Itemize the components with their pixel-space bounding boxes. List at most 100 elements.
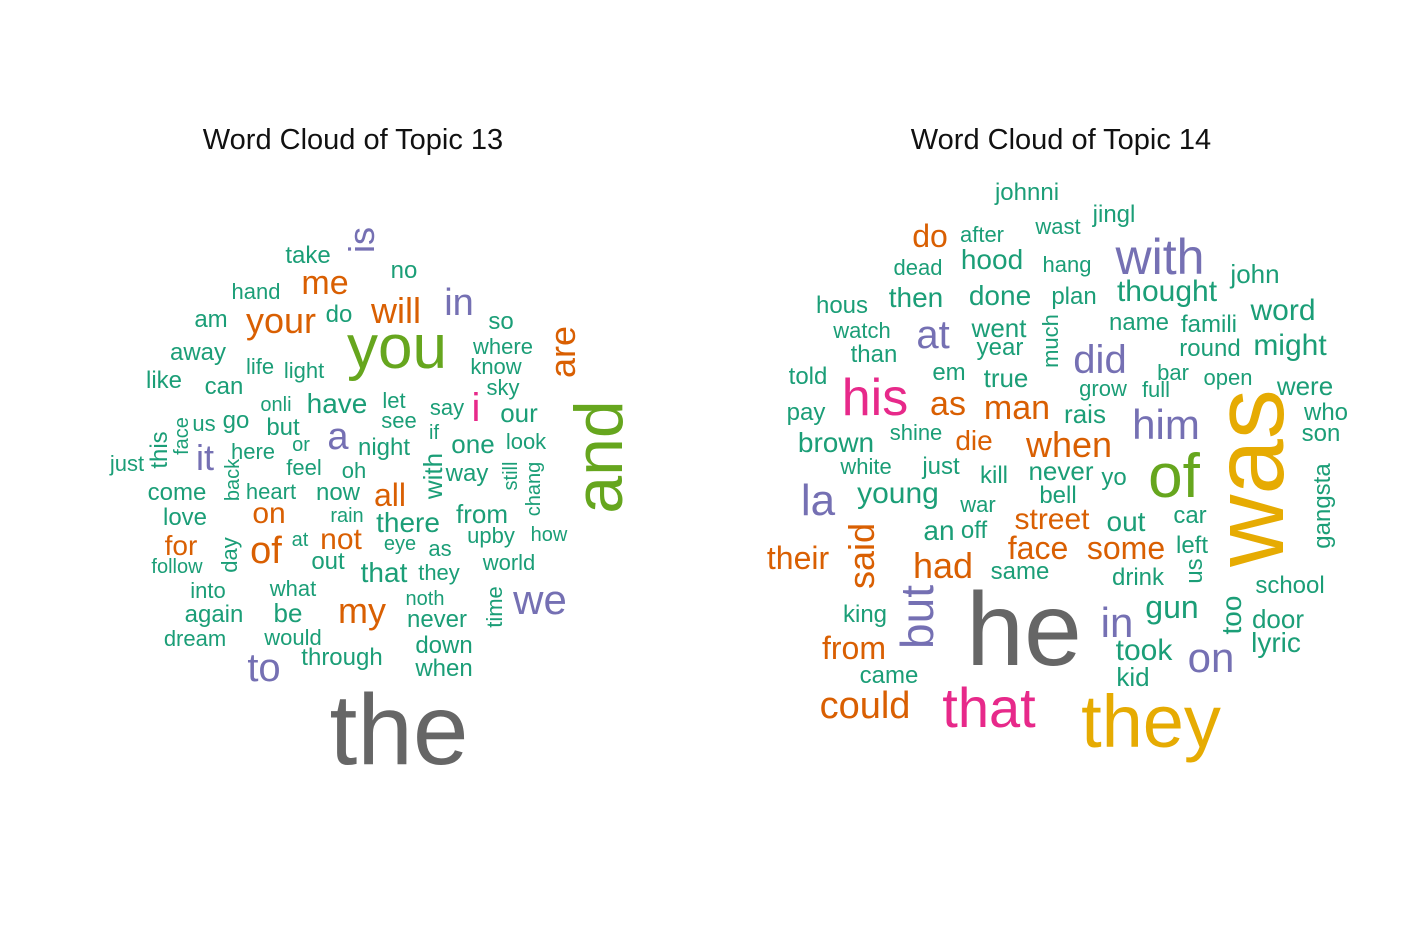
word-open: open bbox=[1203, 365, 1253, 390]
word-king: king bbox=[842, 601, 888, 628]
word-face: face bbox=[1007, 530, 1069, 566]
word-heart: heart bbox=[245, 479, 297, 504]
word-chang: chang bbox=[523, 461, 545, 517]
word-where: where bbox=[473, 334, 533, 359]
word-round: round bbox=[1179, 335, 1241, 362]
word-face: face bbox=[171, 417, 193, 455]
word-down: down bbox=[415, 632, 473, 659]
word-we: we bbox=[513, 576, 567, 623]
word-let: let bbox=[382, 388, 406, 413]
word-our: our bbox=[500, 398, 538, 428]
word-how: how bbox=[530, 524, 568, 546]
word-way: way bbox=[445, 460, 489, 487]
word-back: back bbox=[222, 458, 244, 502]
word-when: when bbox=[1025, 424, 1113, 465]
word-car: car bbox=[1173, 502, 1207, 529]
word-time: time bbox=[482, 586, 507, 628]
word-or: or bbox=[292, 434, 310, 456]
word-say: say bbox=[429, 395, 465, 420]
word-but: but bbox=[266, 414, 300, 441]
word-em: em bbox=[932, 359, 966, 386]
word-you: you bbox=[347, 313, 447, 382]
word-went: went bbox=[971, 313, 1027, 343]
word-is: is bbox=[341, 227, 382, 253]
word-there: there bbox=[376, 507, 440, 538]
word-hood: hood bbox=[960, 244, 1024, 275]
word-onli: onli bbox=[260, 394, 292, 416]
word-lyric: lyric bbox=[1251, 627, 1301, 658]
word-on: on bbox=[1187, 634, 1235, 681]
word-from: from bbox=[456, 499, 508, 529]
word-so: so bbox=[488, 308, 514, 335]
word-gun: gun bbox=[1145, 589, 1199, 625]
word-son: son bbox=[1301, 420, 1341, 447]
word-eye: eye bbox=[383, 533, 417, 555]
word-what: what bbox=[269, 576, 317, 601]
word-for: for bbox=[164, 530, 198, 561]
word-us: us bbox=[1181, 558, 1208, 584]
word-drink: drink bbox=[1111, 564, 1165, 591]
word-dream: dream bbox=[163, 626, 227, 651]
word-he: he bbox=[966, 572, 1082, 688]
word-an: an bbox=[923, 515, 955, 546]
word-would: would bbox=[264, 625, 322, 650]
word-away: away bbox=[169, 339, 227, 366]
word-never: never bbox=[406, 606, 468, 633]
word-street: street bbox=[1014, 503, 1090, 536]
word-brown: brown bbox=[797, 427, 875, 458]
word-be: be bbox=[273, 598, 303, 628]
word-gangsta: gangsta bbox=[1309, 463, 1336, 549]
word-john: john bbox=[1230, 259, 1280, 289]
word-take: take bbox=[285, 242, 331, 269]
word-see: see bbox=[381, 408, 417, 433]
word-famili: famili bbox=[1180, 311, 1238, 338]
word-plan: plan bbox=[1051, 283, 1097, 310]
word-never: never bbox=[1028, 456, 1094, 486]
word-from: from bbox=[822, 630, 886, 666]
word-hand: hand bbox=[231, 279, 281, 304]
word-off: off bbox=[960, 517, 988, 544]
word-then: then bbox=[888, 282, 944, 313]
word-after: after bbox=[959, 222, 1005, 247]
word-much: much bbox=[1038, 314, 1063, 368]
word-in: in bbox=[1100, 599, 1134, 646]
word-as: as bbox=[428, 536, 452, 561]
word-know: know bbox=[470, 354, 522, 379]
word-of: of bbox=[1148, 442, 1200, 511]
word-his: his bbox=[841, 369, 909, 427]
word-came: came bbox=[859, 662, 919, 689]
word-left: left bbox=[1175, 532, 1209, 559]
word-grow: grow bbox=[1079, 376, 1127, 401]
word-if: if bbox=[429, 422, 439, 444]
word-noth: noth bbox=[405, 588, 445, 610]
word-but: but bbox=[891, 585, 943, 649]
word-white: white bbox=[840, 454, 892, 479]
word-of: of bbox=[250, 530, 282, 572]
word-go: go bbox=[222, 407, 250, 434]
word-my: my bbox=[338, 590, 386, 631]
word-am: am bbox=[194, 306, 228, 333]
word-school: school bbox=[1255, 572, 1325, 599]
word-me: me bbox=[301, 264, 349, 302]
word-they: they bbox=[418, 560, 460, 585]
word-johnni: johnni bbox=[994, 179, 1060, 206]
word-this: this bbox=[146, 431, 173, 469]
word-word: word bbox=[1250, 294, 1316, 327]
word-dead: dead bbox=[893, 255, 943, 280]
word-follow: follow bbox=[151, 556, 203, 578]
word-said: said bbox=[841, 522, 882, 590]
word-day: day bbox=[217, 537, 242, 573]
word-i: i bbox=[471, 386, 481, 430]
word-out: out bbox=[311, 548, 345, 575]
word-door: door bbox=[1251, 604, 1305, 634]
word-sky: sky bbox=[486, 375, 520, 400]
word-will: will bbox=[371, 290, 421, 331]
word-took: took bbox=[1115, 634, 1173, 667]
word-and: and bbox=[561, 400, 637, 514]
cloud-title-topic-14: Word Cloud of Topic 14 bbox=[910, 124, 1212, 156]
word-la: la bbox=[800, 476, 836, 525]
word-all: all bbox=[373, 477, 407, 513]
word-just: just bbox=[109, 451, 145, 476]
word-year: year bbox=[976, 334, 1024, 361]
word-us: us bbox=[192, 411, 216, 436]
